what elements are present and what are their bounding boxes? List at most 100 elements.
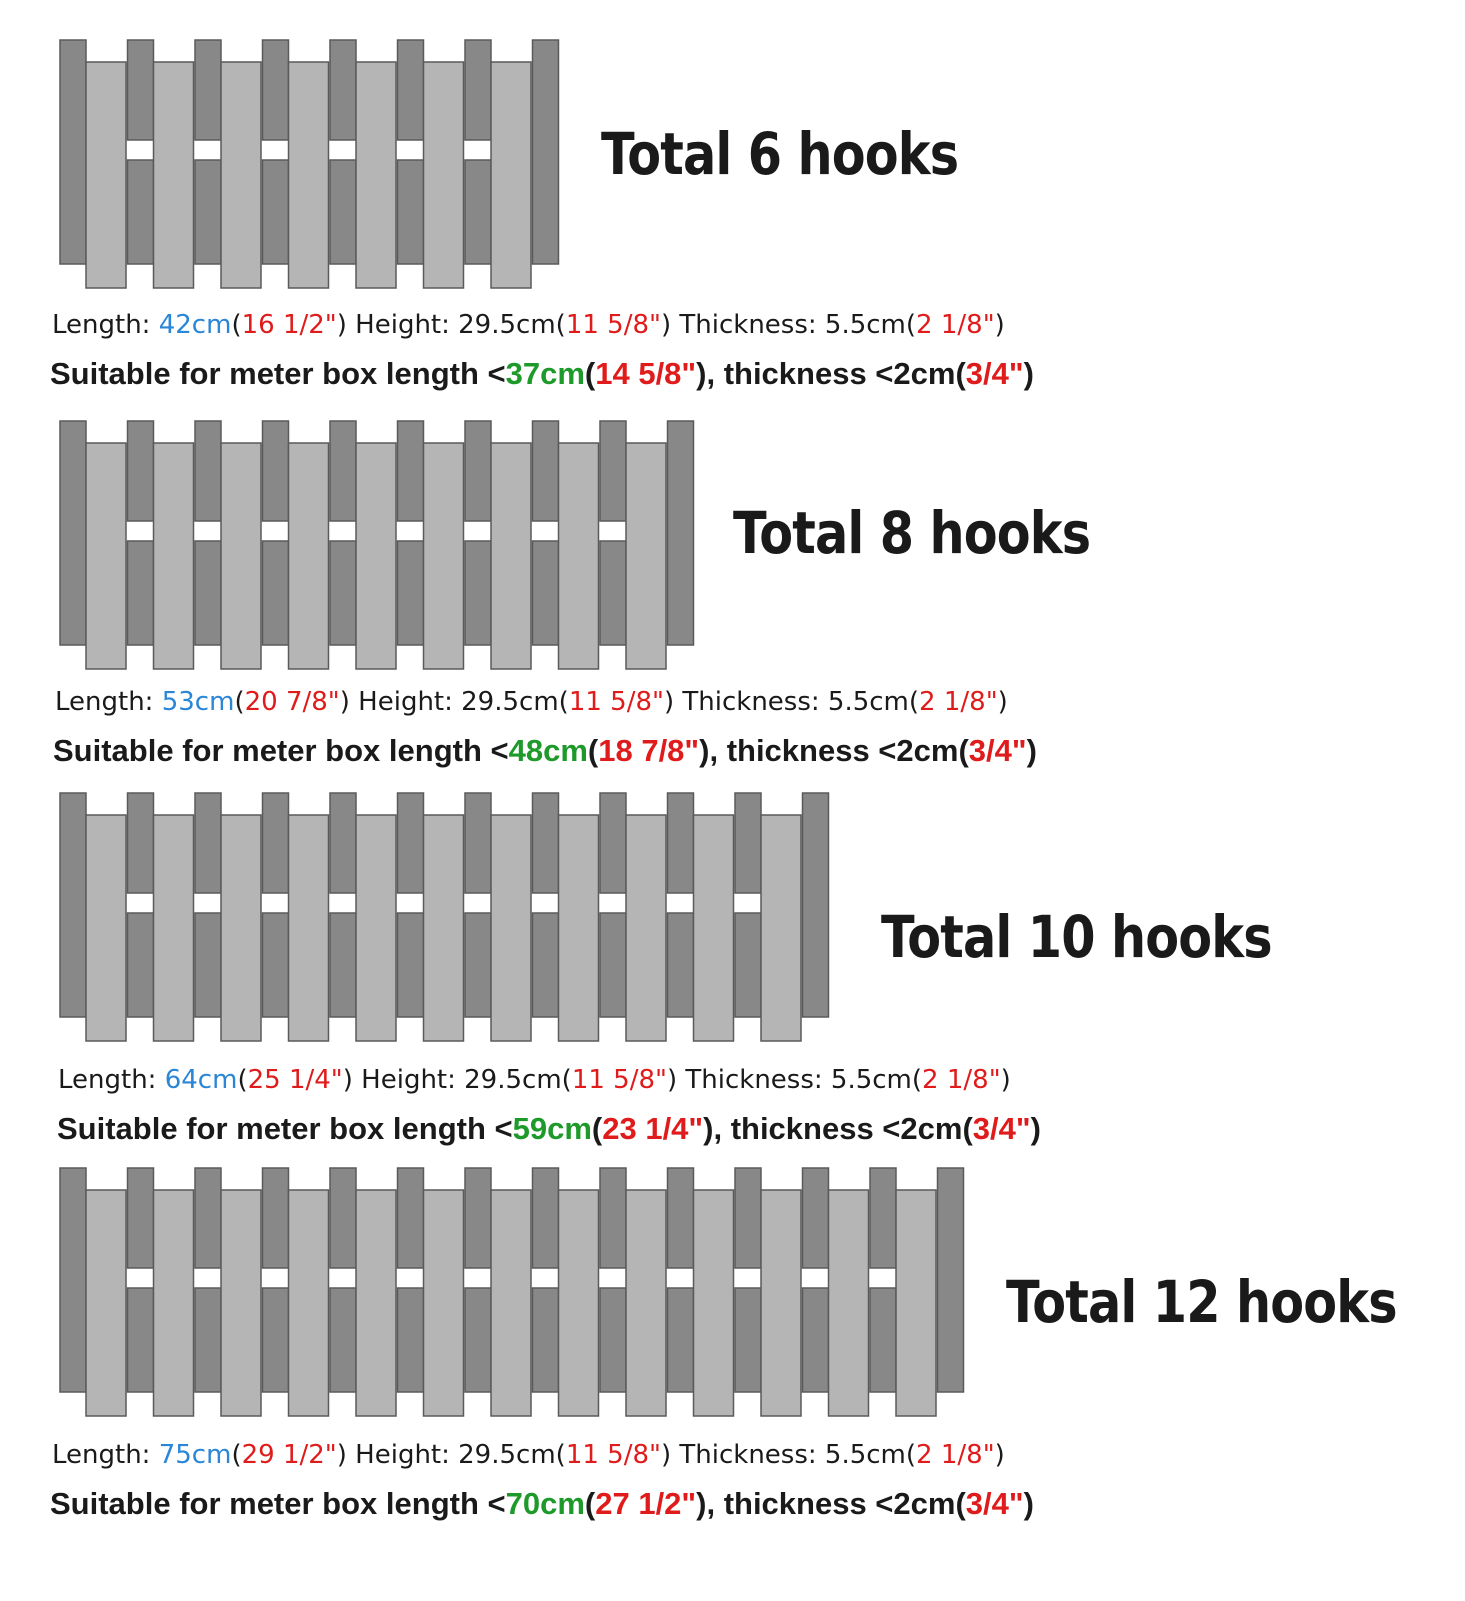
rack-bar-lower	[531, 540, 560, 646]
height-in: 11 5/8"	[565, 310, 661, 340]
rack-bar-upper	[329, 420, 357, 522]
rack-bar-lower	[464, 540, 492, 646]
rack-end-bar	[936, 1167, 965, 1393]
height-label: Height: 29.5cm	[349, 687, 559, 717]
length-cm: 75cm	[158, 1440, 232, 1470]
suit-thickness-in: 3/4"	[972, 1111, 1031, 1146]
hook-strip	[287, 442, 330, 670]
hook-strip	[625, 814, 667, 1042]
rack-bar-lower	[329, 159, 357, 265]
suit-length-cm: 70cm	[505, 1486, 585, 1521]
hook-strip	[85, 61, 127, 289]
thickness-in: 2 1/8"	[916, 1440, 995, 1470]
rack-bar-lower	[734, 1287, 762, 1393]
length-cm: 53cm	[161, 687, 235, 717]
rack-bar-upper	[599, 420, 627, 522]
hook-strip	[490, 61, 532, 289]
rack-bar-lower	[734, 912, 762, 1018]
rack-bar-upper	[396, 792, 425, 894]
rack-bar-lower	[194, 1287, 222, 1393]
rack-bar-lower	[464, 1287, 492, 1393]
rack-bar-lower	[666, 912, 695, 1018]
height-in: 11 5/8"	[565, 1440, 661, 1470]
rack-bar-lower	[599, 912, 627, 1018]
rack-bar-upper	[329, 39, 357, 141]
dimensions-line: Length: 75cm(29 1/2") Height: 29.5cm(11 …	[52, 1440, 1005, 1470]
height-label: Height: 29.5cm	[346, 1440, 556, 1470]
rack-end-bar	[59, 39, 87, 265]
hook-rack-illustration	[59, 39, 560, 289]
hook-strip	[355, 814, 397, 1042]
rack-bar-lower	[599, 1287, 627, 1393]
hook-strip	[692, 814, 735, 1042]
hook-strip	[760, 814, 802, 1042]
rack-bar-upper	[194, 792, 222, 894]
rack-bar-upper	[396, 420, 425, 522]
hook-strip	[152, 442, 195, 670]
rack-bar-lower	[194, 159, 222, 265]
suitability-line: Suitable for meter box length <37cm(14 5…	[50, 356, 1034, 391]
rack-bar-lower	[126, 912, 155, 1018]
rack-bar-upper	[801, 1167, 830, 1269]
rack-end-bar	[801, 792, 830, 1018]
hook-strip	[355, 1189, 397, 1417]
hook-strip	[760, 1189, 802, 1417]
thickness-in: 2 1/8"	[922, 1065, 1001, 1095]
rack-bar-lower	[261, 159, 290, 265]
rack-bar-upper	[396, 1167, 425, 1269]
rack-end-bar	[59, 420, 87, 646]
rack-bar-lower	[464, 159, 492, 265]
suitability-line: Suitable for meter box length <70cm(27 1…	[50, 1486, 1034, 1521]
hook-strip	[152, 814, 195, 1042]
rack-bar-lower	[329, 1287, 357, 1393]
hook-strip	[220, 1189, 262, 1417]
height-label: Height: 29.5cm	[346, 310, 556, 340]
rack-bar-upper	[261, 420, 290, 522]
rack-bar-upper	[599, 792, 627, 894]
rack-end-bar	[531, 39, 560, 265]
rack-bar-upper	[396, 39, 425, 141]
hook-strip	[557, 1189, 600, 1417]
length-cm: 64cm	[164, 1065, 238, 1095]
hook-strip	[625, 1189, 667, 1417]
rack-bar-lower	[396, 540, 425, 646]
hook-strip	[490, 1189, 532, 1417]
panel-6-hooks: Total 6 hooks Length: 42cm(16 1/2") Heig…	[0, 38, 1465, 438]
panel-12-hooks: Total 12 hooks Length: 75cm(29 1/2") Hei…	[0, 1166, 1465, 1566]
suit-length-in: 14 5/8"	[595, 356, 697, 391]
length-label: Length:	[58, 1065, 165, 1095]
rack-bar-upper	[531, 1167, 560, 1269]
rack-bar-upper	[464, 792, 492, 894]
dimensions-line: Length: 53cm(20 7/8") Height: 29.5cm(11 …	[55, 687, 1008, 717]
length-in: 25 1/4"	[247, 1065, 343, 1095]
rack-bar-lower	[396, 159, 425, 265]
suit-length-cm: 59cm	[512, 1111, 592, 1146]
suit-thickness: thickness <2cm	[723, 1486, 956, 1521]
hook-strip	[422, 1189, 465, 1417]
hook-strip	[152, 1189, 195, 1417]
hook-strip	[287, 61, 330, 289]
panel-title: Total 12 hooks	[1006, 1268, 1398, 1336]
rack-bar-upper	[126, 792, 155, 894]
rack-bar-upper	[464, 420, 492, 522]
hook-strip	[557, 814, 600, 1042]
suit-length-in: 18 7/8"	[598, 733, 700, 768]
rack-bar-upper	[531, 420, 560, 522]
suit-length-in: 23 1/4"	[602, 1111, 704, 1146]
rack-bar-lower	[329, 540, 357, 646]
panel-title: Total 8 hooks	[733, 499, 1091, 567]
hook-strip	[625, 442, 667, 670]
rack-bar-upper	[261, 39, 290, 141]
height-in: 11 5/8"	[571, 1065, 667, 1095]
rack-bar-lower	[261, 912, 290, 1018]
height-in: 11 5/8"	[568, 687, 664, 717]
suit-thickness: thickness <2cm	[730, 1111, 963, 1146]
panel-title: Total 6 hooks	[601, 120, 959, 188]
rack-bar-upper	[126, 1167, 155, 1269]
rack-bar-upper	[194, 1167, 222, 1269]
panel-10-hooks: Total 10 hooks Length: 64cm(25 1/4") Hei…	[0, 791, 1465, 1191]
rack-bar-lower	[126, 159, 155, 265]
rack-end-bar	[666, 420, 695, 646]
hook-strip	[287, 814, 330, 1042]
hook-strip	[490, 814, 532, 1042]
